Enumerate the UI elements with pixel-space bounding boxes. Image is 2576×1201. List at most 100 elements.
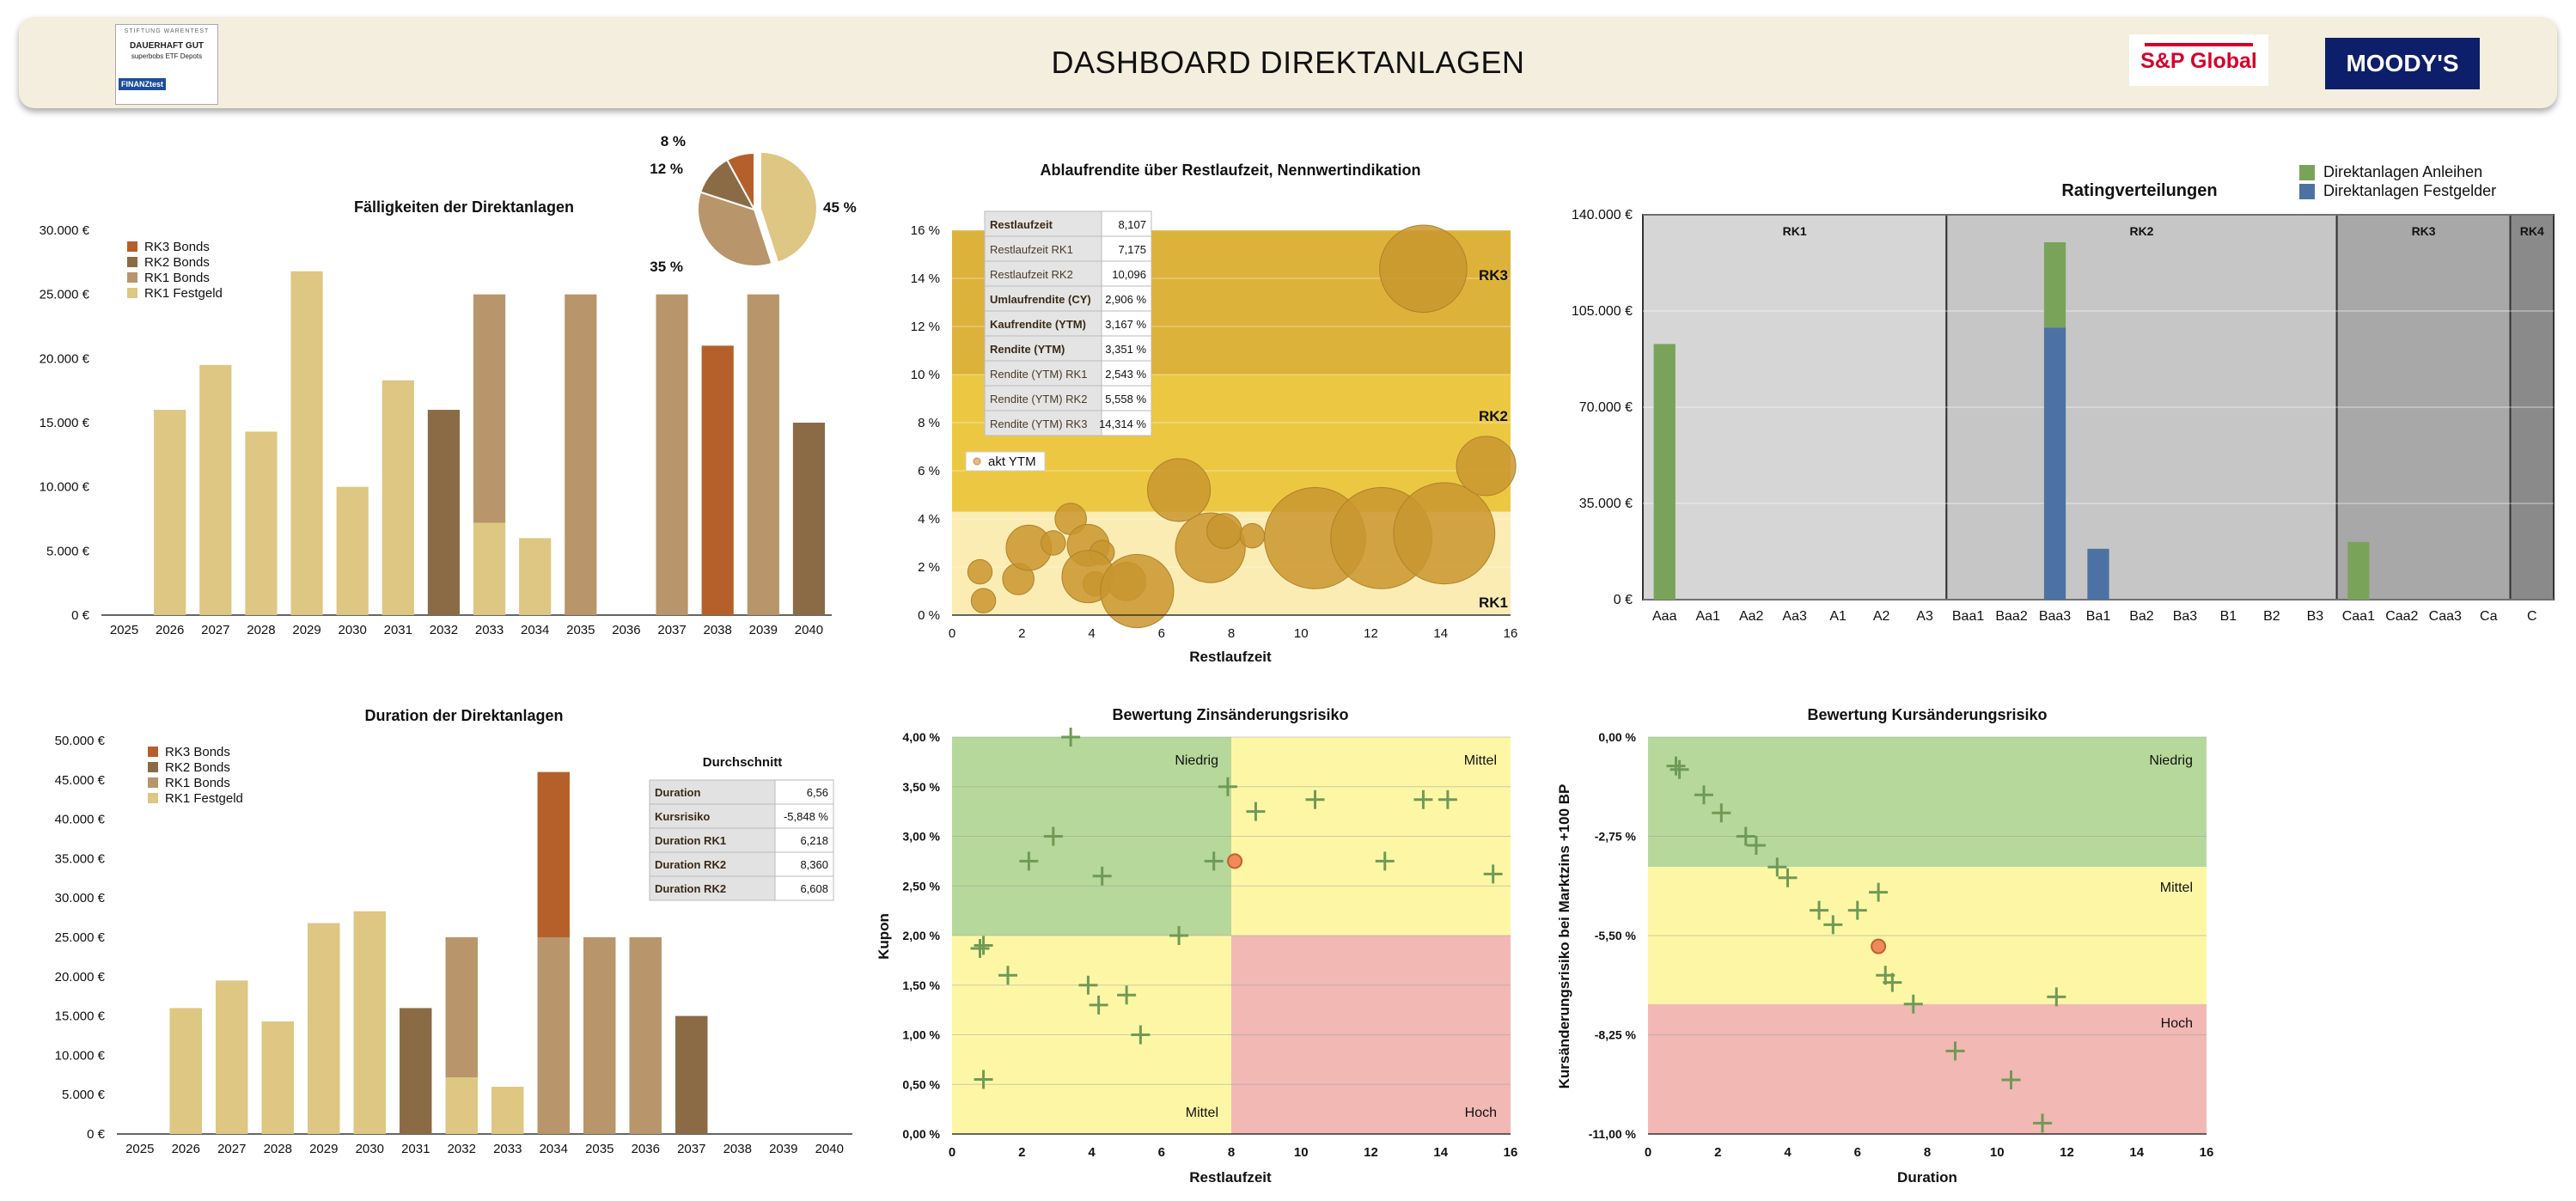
data-point — [1438, 789, 1457, 809]
logo-line-3: superbobs ETF Depots — [131, 52, 203, 60]
y-tick-label: 8 % — [918, 416, 940, 430]
duration-bar — [445, 1077, 478, 1134]
info-table-cell — [1101, 210, 1152, 237]
x-tick-label: 2034 — [521, 623, 549, 637]
bubble — [1147, 458, 1212, 522]
faelligkeiten-bar — [245, 431, 278, 615]
x-tick-label: Aa1 — [1695, 609, 1720, 624]
x-tick-label: 2035 — [585, 1142, 613, 1156]
y-tick-label: 3,50 % — [902, 780, 940, 794]
avg-table-cell — [649, 875, 776, 901]
y-tick-label: 70.000 € — [1579, 400, 1633, 415]
x-tick-label: Aa3 — [1782, 609, 1807, 624]
info-table-cell — [984, 285, 1102, 312]
rating-bar — [2087, 548, 2109, 600]
x-tick-label: 12 — [2060, 1145, 2074, 1160]
chart-title: Fälligkeiten der Direktanlagen — [354, 198, 574, 216]
data-point — [2033, 1113, 2053, 1133]
y-tick-label: 14 % — [911, 271, 940, 286]
info-table-value: 5,558 % — [1105, 393, 1146, 405]
faelligkeiten-bar — [473, 522, 506, 615]
faelligkeiten-bar — [290, 271, 323, 615]
faelligkeiten-bar — [701, 345, 734, 615]
x-tick-label: 6 — [1158, 1145, 1165, 1160]
y-tick-label: 105.000 € — [1572, 304, 1633, 319]
zone-label: Mittel — [2160, 881, 2193, 895]
x-tick-label: 2028 — [264, 1142, 292, 1156]
x-axis-title: Restlaufzeit — [1189, 649, 1272, 665]
y-tick-label: 45.000 € — [55, 773, 106, 788]
x-tick-label: 16 — [1504, 1145, 1518, 1160]
duration-bar — [216, 980, 248, 1134]
x-tick-label: 2029 — [309, 1142, 338, 1156]
x-tick-label: Baa3 — [2039, 609, 2071, 624]
faelligkeiten-bar — [565, 294, 597, 615]
data-point — [1903, 994, 1923, 1014]
y-tick-label: 15.000 € — [55, 1009, 106, 1024]
faelligkeiten-bar — [656, 294, 688, 615]
x-tick-label: Ca — [2480, 609, 2498, 624]
avg-table-label: Kursrisiko — [655, 810, 710, 823]
y-tick-label: 2,00 % — [902, 929, 940, 942]
info-table-label: Rendite (YTM) — [990, 343, 1065, 356]
data-point — [2001, 1070, 2021, 1089]
page-title: DASHBOARD DIREKTANLAGEN — [1051, 45, 1525, 80]
x-tick-label: 2028 — [247, 623, 275, 637]
bubble — [1456, 436, 1517, 497]
data-point — [1169, 926, 1189, 945]
zone-label: Mittel — [1464, 753, 1497, 768]
rating-bar — [2043, 327, 2066, 600]
x-tick-label: 2033 — [475, 623, 504, 637]
dashboard-header: STIFTUNG WARENTEST DAUERHAFT GUT superbo… — [19, 17, 2557, 108]
x-tick-label: 2025 — [125, 1142, 154, 1156]
x-tick-label: 8 — [1924, 1145, 1931, 1160]
x-tick-label: 2 — [1714, 1145, 1721, 1160]
sp-global-text: S&P Global — [2140, 49, 2257, 73]
x-tick-label: 2030 — [356, 1142, 384, 1156]
x-tick-label: Caa2 — [2385, 609, 2418, 624]
duration-bar — [537, 937, 570, 1134]
duration-bar — [308, 923, 340, 1134]
info-table-cell — [1101, 360, 1152, 387]
y-tick-label: 2 % — [918, 560, 940, 575]
x-tick-label: Ba1 — [2086, 609, 2111, 624]
x-tick-label: 2037 — [657, 623, 686, 637]
avg-table-cell — [774, 779, 834, 805]
y-tick-label: 35.000 € — [1579, 497, 1633, 511]
x-tick-label: B3 — [2307, 609, 2324, 624]
legend-label: RK2 Bonds — [144, 255, 210, 270]
bubble — [1379, 224, 1468, 314]
pie-label: 35 % — [650, 259, 683, 275]
info-table-value: 10,096 — [1112, 268, 1146, 281]
duration-bar — [675, 1015, 708, 1134]
data-point — [1019, 851, 1039, 871]
y-tick-label: 4 % — [918, 512, 940, 527]
x-tick-label: Baa2 — [1995, 609, 2027, 624]
x-tick-label: 2039 — [749, 623, 778, 637]
data-point — [998, 966, 1017, 985]
data-point — [1736, 826, 1755, 846]
chart-title: Ratingverteilungen — [2061, 181, 2217, 200]
x-tick-label: 2038 — [704, 623, 732, 637]
avg-table-label: Duration RK2 — [655, 858, 726, 871]
legend-label: RK3 Bonds — [144, 240, 210, 254]
x-tick-label: 2037 — [677, 1142, 705, 1156]
data-point — [1666, 756, 1686, 776]
pie-slice — [759, 150, 818, 264]
x-tick-label: 2038 — [723, 1142, 752, 1156]
highlight-point — [1227, 853, 1243, 869]
data-point — [1810, 900, 1829, 920]
x-tick-label: 16 — [1504, 626, 1518, 641]
x-tick-label: 2032 — [448, 1142, 476, 1156]
faelligkeiten-bar — [199, 364, 232, 615]
pie-label: 8 % — [661, 133, 686, 149]
x-tick-label: 6 — [1158, 626, 1165, 641]
avg-table-cell — [774, 803, 834, 829]
x-tick-label: 10 — [1990, 1145, 2005, 1160]
legend-swatch — [127, 288, 137, 298]
x-tick-label: Ba2 — [2129, 609, 2154, 624]
rating-group-label: RK3 — [2412, 224, 2436, 238]
info-table-value: 7,175 — [1118, 243, 1146, 256]
y-tick-label: 0 € — [87, 1127, 106, 1142]
